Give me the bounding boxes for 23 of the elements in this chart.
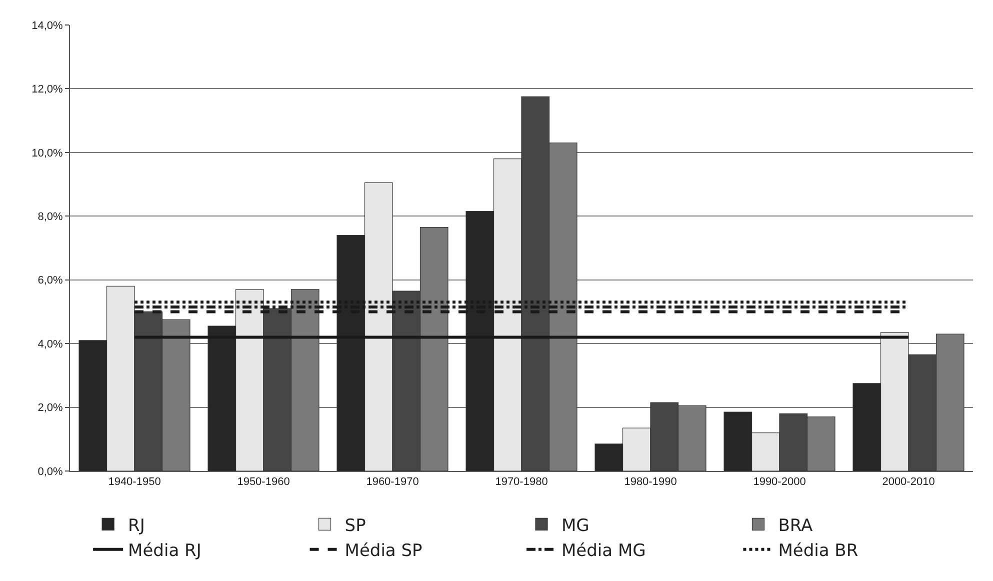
y-tick-label: 12,0% (32, 84, 64, 96)
x-tick-label: 2000-2010 (882, 476, 935, 488)
x-tick-label: 1960-1970 (366, 476, 419, 488)
legend-label: Média BR (778, 540, 858, 561)
legend-label: BRA (778, 516, 814, 536)
y-tick-label: 2,0% (38, 402, 64, 414)
x-tick-label: 1950-1960 (237, 476, 290, 488)
legend-label: Média RJ (128, 540, 202, 561)
legend-label: MG (562, 516, 590, 536)
y-tick-label: 10,0% (32, 147, 64, 160)
x-tick-label: 1970-1980 (495, 476, 548, 488)
legend-label: Média MG (562, 540, 646, 561)
x-tick-label: 1980-1990 (624, 476, 677, 488)
y-tick-label: 14,0% (32, 20, 64, 32)
x-tick-label: 1990-2000 (753, 476, 806, 488)
x-tick-label: 1940-1950 (108, 476, 161, 488)
y-tick-label: 6,0% (38, 274, 64, 287)
y-tick-label: 8,0% (38, 210, 64, 223)
y-tick-label: 0,0% (38, 466, 64, 478)
legend-label: SP (344, 516, 366, 536)
legend-label: Média SP (344, 540, 422, 561)
legend-label: RJ (128, 516, 145, 536)
y-tick-label: 4,0% (38, 338, 64, 350)
